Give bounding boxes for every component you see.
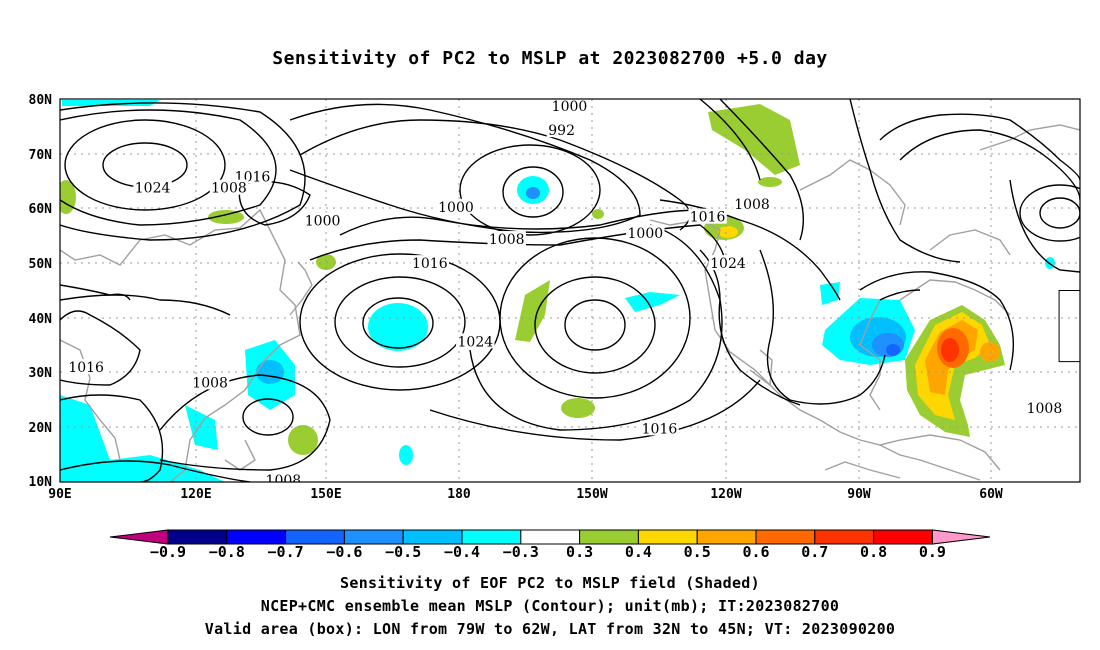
colorbar-low-arrow (109, 529, 169, 545)
contour-label-bg (133, 179, 172, 195)
contour-label-bg (732, 196, 772, 212)
lon-tick-label: 60W (979, 487, 1003, 502)
lat-tick-label: 10N (29, 475, 53, 490)
contour-label: 1016 (68, 360, 104, 376)
colorbar-swatch (343, 529, 404, 545)
contour-label: 1016 (642, 421, 678, 437)
contour-label: 1016 (1094, 272, 1100, 288)
colorbar-swatch (461, 529, 522, 545)
contour-label: 1008 (266, 473, 302, 489)
contour-label-bg (688, 208, 727, 224)
lat-axis: 80N 70N 60N 50N 40N 30N 20N 10N (29, 93, 53, 490)
lon-tick-label: 150E (310, 487, 341, 502)
colorbar-label: 0.4 (625, 543, 652, 561)
contour-labels: 1000 992 1016 1024 1008 1000 1000 1008 1000 1008 1… (66, 99, 1100, 489)
plot-frame (59, 98, 1081, 483)
contour-label-bg (708, 255, 748, 271)
map-plot-area: 1000 992 1016 1024 1008 1000 1000 1008 1000 1008 1… (60, 99, 1100, 489)
colorbar-swatch (226, 529, 287, 545)
colorbar-label: 0.6 (742, 543, 769, 561)
colorbar-swatch (873, 529, 933, 545)
contour-label: 1008 (192, 375, 228, 391)
graticule (60, 99, 1080, 482)
colorbar-label: 0.9 (919, 543, 946, 561)
contour-label: 1024 (458, 334, 494, 350)
contour-label: 1016 (690, 210, 726, 226)
colorbar-label: 0.5 (684, 543, 711, 561)
colorbar-label: −0.8 (209, 543, 245, 561)
contour-label-bg (640, 420, 679, 436)
contour-label: 992 (548, 123, 575, 139)
footer-shaded-description: Sensitivity of EOF PC2 to MSLP field (Sh… (340, 574, 760, 592)
colorbar-swatch (402, 529, 463, 545)
colorbar-label: −0.3 (503, 543, 539, 561)
colorbar-label: −0.9 (150, 543, 186, 561)
contour-label-bg (626, 225, 665, 241)
colorbar-label: −0.6 (326, 543, 362, 561)
colorbar-swatch (755, 529, 816, 545)
contour-label-bg (66, 359, 106, 375)
contour-label: 1008 (211, 181, 247, 197)
valid-area-box (1058, 290, 1080, 363)
footer-contour-description: NCEP+CMC ensemble mean MSLP (Contour); u… (260, 597, 840, 615)
contour-label-bg (487, 231, 526, 247)
contour-label-bg (410, 255, 450, 271)
colorbar-high-arrow (931, 529, 991, 545)
contour-label: 1000 (305, 213, 341, 229)
lat-tick-label: 50N (29, 257, 53, 272)
lat-tick-label: 80N (29, 93, 53, 108)
colorbar-swatch (167, 529, 228, 545)
contour-label: 1000 (628, 226, 664, 242)
colorbar-label: −0.4 (444, 543, 480, 561)
lon-tick-label: 120E (180, 487, 211, 502)
contour-label: 1008 (734, 197, 770, 213)
contour-label: 1016 (412, 256, 448, 272)
contour-label-bg (436, 198, 476, 214)
lat-tick-label: 20N (29, 421, 53, 436)
lon-tick-label: 120W (710, 487, 741, 502)
contour-label: 1024 (135, 181, 171, 197)
lat-tick-label: 60N (29, 202, 53, 217)
contour-label: 1008 (489, 232, 525, 248)
lat-tick-label: 70N (29, 148, 53, 163)
colorbar-label: 0.3 (566, 543, 593, 561)
lon-axis: 90E 120E 150E 180 150W 120W 90W 60W (48, 487, 1003, 502)
lat-tick-label: 40N (29, 312, 53, 327)
colorbar-swatch (579, 529, 639, 545)
colorbar-label: 0.7 (801, 543, 828, 561)
contour-label-bg (550, 99, 589, 114)
colorbar-swatch (696, 529, 757, 545)
footer-valid-area: Valid area (box): LON from 79W to 62W, L… (204, 620, 896, 638)
lon-tick-label: 180 (447, 487, 471, 502)
colorbar-swatch (285, 529, 345, 545)
contour-label-bg (456, 333, 495, 349)
contour-label-bg (1025, 400, 1064, 416)
colorbar: −0.9 −0.8 −0.7 −0.6 −0.5 −0.4 −0.3 0.3 0.4 0.5 0.6… (109, 529, 991, 561)
lon-tick-label: 90W (847, 487, 871, 502)
colorbar-swatch (814, 529, 875, 545)
contour-label: 1000 (552, 99, 588, 115)
lon-tick-label: 90E (48, 487, 71, 502)
lat-tick-label: 30N (29, 366, 53, 381)
contour-label-bg (303, 212, 342, 228)
contour-label: 1008 (1027, 401, 1063, 417)
mslp-contours (60, 99, 1080, 482)
lon-tick-label: 150W (576, 487, 607, 502)
contour-label-bg (264, 471, 303, 482)
colorbar-swatch (520, 529, 581, 545)
colorbar-label: 0.8 (860, 543, 887, 561)
contour-label: 1024 (710, 256, 746, 272)
contour-label: 1000 (438, 200, 474, 216)
contour-label-bg (1092, 271, 1100, 286)
map-title: Sensitivity of PC2 to MSLP at 2023082700… (272, 48, 828, 69)
colorbar-label: −0.7 (268, 543, 304, 561)
contour-label-bg (209, 179, 249, 195)
contour-label-bg (190, 374, 230, 390)
colorbar-label: −0.5 (385, 543, 421, 561)
contour-label-bg (546, 122, 577, 138)
colorbar-swatch (637, 529, 698, 545)
